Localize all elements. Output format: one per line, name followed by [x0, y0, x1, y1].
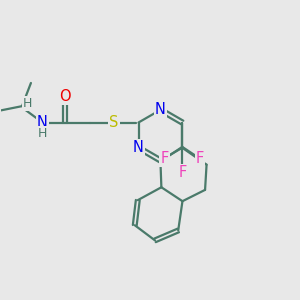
Text: N: N [155, 102, 166, 117]
Text: F: F [160, 151, 169, 166]
Text: H: H [38, 127, 47, 140]
Text: F: F [196, 151, 204, 166]
Text: N: N [37, 115, 48, 130]
Text: S: S [110, 115, 119, 130]
Text: N: N [133, 140, 144, 155]
Text: O: O [60, 89, 71, 104]
Text: F: F [178, 165, 186, 180]
Text: H: H [23, 97, 32, 110]
